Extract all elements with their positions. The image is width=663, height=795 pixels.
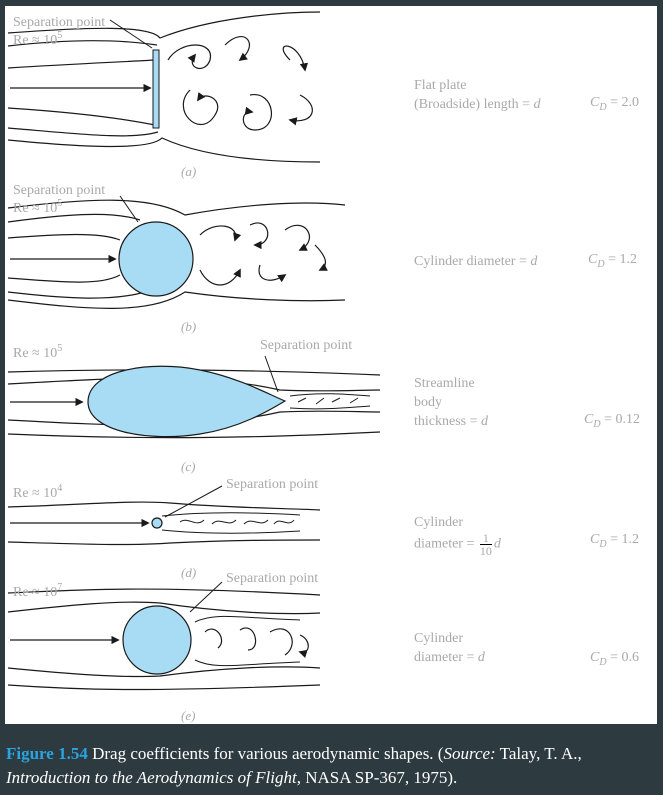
wake-eddies xyxy=(297,397,359,405)
separation-leader xyxy=(119,195,139,223)
streamline xyxy=(7,666,321,678)
streamline xyxy=(7,431,381,439)
streamline xyxy=(7,601,321,615)
separation-label: Separation point xyxy=(13,15,105,30)
fraction: 1 10 xyxy=(479,531,492,558)
description-c: Streamline body thickness = d xyxy=(414,376,488,429)
separation-leader xyxy=(189,581,223,613)
streamline xyxy=(7,377,381,392)
vortex xyxy=(284,224,311,251)
subfigure-label: (d) xyxy=(181,565,196,580)
streamline xyxy=(7,213,141,223)
wake-boundary xyxy=(7,137,321,163)
figure-panel xyxy=(5,6,657,724)
subfigure-label: (c) xyxy=(181,459,195,474)
drag-coefficient-b: CD = 1.2 xyxy=(588,252,637,270)
separation-label: Separation point xyxy=(226,477,318,492)
panel-e xyxy=(7,581,321,691)
vortex xyxy=(282,45,309,72)
flat-plate xyxy=(152,49,160,129)
vortex xyxy=(182,89,219,126)
description-d: Cylinder diameter = 1 10 d xyxy=(414,515,501,558)
separation-label: Separation point xyxy=(260,338,352,353)
streamline xyxy=(7,291,146,299)
wake-boundary xyxy=(7,291,346,309)
vortex xyxy=(167,44,211,70)
vortex xyxy=(288,94,313,126)
drag-coefficient-d: CD = 1.2 xyxy=(590,532,639,550)
vortex xyxy=(199,268,241,286)
drag-coefficient-e: CD = 0.6 xyxy=(590,650,639,668)
subfigure-label: (a) xyxy=(181,164,196,179)
reynolds-label: Re ≈ 105 xyxy=(13,30,62,48)
vortex xyxy=(204,627,309,655)
reynolds-label: Re ≈ 105 xyxy=(13,343,62,361)
reynolds-label: Re ≈ 105 xyxy=(13,198,62,216)
streamline xyxy=(7,107,156,126)
wake-boundary xyxy=(7,11,321,39)
drag-coefficient-c: CD = 0.12 xyxy=(584,412,640,430)
figure-number: Figure 1.54 xyxy=(6,744,88,763)
separation-leader xyxy=(109,19,153,49)
description-e: Cylinder diameter = d xyxy=(414,631,485,665)
vortex xyxy=(224,36,251,62)
vortex xyxy=(314,244,328,271)
separation-leader xyxy=(264,355,279,393)
streamline xyxy=(7,127,159,137)
separation-label: Separation point xyxy=(13,183,105,198)
drag-coefficient-a: CD = 2.0 xyxy=(590,95,639,113)
vortex xyxy=(199,225,242,242)
streamline xyxy=(7,501,321,511)
small-cylinder-body xyxy=(151,517,163,529)
streamline xyxy=(7,588,321,596)
panel-a xyxy=(7,11,321,163)
cylinder-body xyxy=(118,221,194,297)
subfigure-label: (b) xyxy=(181,319,196,334)
panel-d xyxy=(7,485,321,546)
streamline xyxy=(7,39,158,47)
vortex xyxy=(249,222,269,250)
wake xyxy=(161,512,301,534)
separation-label: Separation point xyxy=(226,571,318,586)
reynolds-label: Re ≈ 104 xyxy=(13,483,62,501)
streamline-body xyxy=(87,365,287,438)
figure-caption: Figure 1.54 Drag coefficients for variou… xyxy=(6,744,582,787)
description-a: Flat plate (Broadside) length = d xyxy=(414,78,541,112)
wake xyxy=(289,393,371,410)
vortex xyxy=(242,94,272,131)
cylinder-body xyxy=(122,605,192,675)
wake xyxy=(194,615,301,667)
wake-boundary xyxy=(7,199,346,216)
panel-b xyxy=(7,195,346,309)
wake-eddies xyxy=(179,519,295,525)
streamline xyxy=(7,684,321,691)
vortex xyxy=(258,264,287,283)
streamline xyxy=(7,59,156,69)
reynolds-label: Re ≈ 107 xyxy=(13,582,62,600)
streamline xyxy=(7,233,121,241)
subfigure-label: (e) xyxy=(181,708,195,723)
flow-diagram: Separation point Re ≈ 105 (a) Separation… xyxy=(7,11,381,723)
description-b: Cylinder diameter = d xyxy=(414,254,538,269)
separation-leader xyxy=(164,485,223,518)
streamline xyxy=(7,539,321,546)
streamline xyxy=(7,274,121,283)
